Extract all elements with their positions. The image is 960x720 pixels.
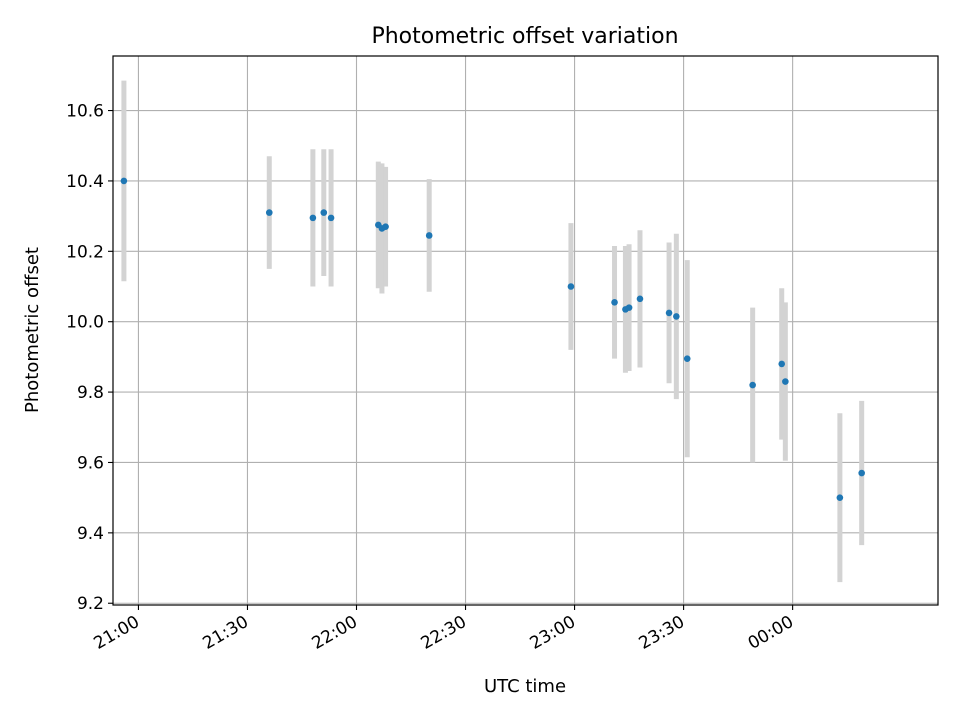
y-axis-ticks: 9.2 9.4 9.6 9.8 10.0 10.2 10.4 10.6 bbox=[66, 102, 113, 614]
y-tick-label: 9.2 bbox=[77, 594, 104, 614]
y-tick-label: 9.4 bbox=[77, 524, 104, 544]
data-point bbox=[858, 469, 865, 477]
data-point bbox=[382, 223, 389, 230]
data-point bbox=[665, 309, 673, 317]
data-point bbox=[778, 360, 786, 368]
data-point bbox=[265, 209, 273, 216]
data-point bbox=[749, 381, 756, 389]
data-point bbox=[683, 355, 691, 362]
y-tick-label: 10.0 bbox=[66, 313, 104, 333]
chart-title: Photometric offset variation bbox=[371, 24, 678, 49]
data-point bbox=[309, 214, 317, 222]
y-tick-label: 9.8 bbox=[77, 383, 104, 403]
data-point bbox=[673, 313, 680, 320]
axes-frame bbox=[112, 55, 939, 606]
x-axis-label: UTC time bbox=[484, 676, 566, 697]
data-point bbox=[625, 304, 633, 311]
data-point bbox=[836, 494, 844, 501]
data-point bbox=[636, 295, 644, 303]
y-tick-label: 10.2 bbox=[66, 242, 104, 262]
y-tick-label: 9.6 bbox=[77, 453, 104, 473]
data-point bbox=[567, 283, 575, 290]
data-point bbox=[327, 214, 335, 222]
data-point bbox=[425, 232, 433, 239]
data-point bbox=[120, 177, 128, 185]
y-axis-label: Photometric offset bbox=[22, 247, 43, 413]
data-point bbox=[782, 378, 789, 385]
data-point bbox=[611, 299, 618, 306]
y-tick-label: 10.4 bbox=[66, 172, 104, 192]
data-point bbox=[320, 209, 328, 216]
grid bbox=[113, 56, 938, 605]
y-tick-label: 10.6 bbox=[66, 102, 104, 122]
data-points bbox=[120, 177, 865, 501]
